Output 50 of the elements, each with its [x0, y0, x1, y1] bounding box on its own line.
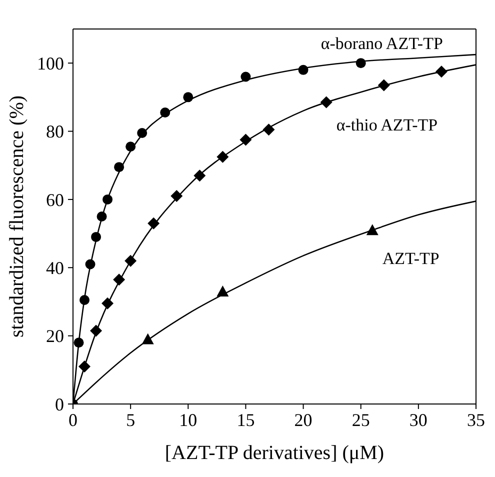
point: [170, 190, 183, 202]
point: [90, 324, 102, 337]
point: [126, 142, 136, 152]
point: [240, 72, 251, 82]
y-tick-label: 100: [37, 53, 64, 74]
series-label: AZT-TP: [382, 249, 440, 268]
y-tick-label: 20: [46, 326, 64, 346]
point: [137, 128, 148, 138]
x-tick-label: 5: [126, 410, 136, 430]
point: [216, 286, 229, 296]
point: [124, 254, 137, 267]
point: [435, 66, 448, 78]
point: [113, 274, 126, 286]
point: [216, 150, 229, 163]
series-label: α-thio AZT-TP: [336, 115, 438, 134]
x-tick-label: 15: [236, 410, 255, 430]
point: [74, 338, 84, 348]
point: [78, 360, 91, 372]
point: [91, 232, 102, 242]
point: [85, 259, 96, 270]
point: [194, 170, 206, 182]
x-axis-title: [AZT-TP derivatives] (μM): [164, 442, 384, 464]
x-tick-label: 30: [409, 410, 428, 430]
y-tick-label: 0: [55, 394, 64, 414]
point: [160, 108, 170, 118]
point: [142, 333, 154, 344]
y-tick-label: 60: [46, 190, 64, 210]
y-axis-title: standardized fluorescence (%): [6, 95, 28, 338]
point: [102, 194, 113, 204]
x-tick-label: 0: [68, 410, 78, 430]
x-tick-label: 35: [467, 410, 485, 430]
point: [262, 124, 275, 136]
point: [148, 217, 160, 230]
point: [96, 212, 107, 222]
point: [114, 162, 124, 172]
point: [356, 58, 366, 68]
x-tick-label: 20: [294, 410, 312, 430]
point: [366, 224, 378, 236]
series-label: α-borano AZT-TP: [320, 34, 443, 54]
point: [298, 64, 308, 75]
point: [80, 295, 90, 306]
point: [240, 134, 252, 146]
point: [378, 79, 390, 92]
y-tick-label: 80: [46, 122, 64, 142]
y-tick-label: 40: [46, 258, 64, 278]
point: [102, 297, 114, 310]
point: [320, 96, 332, 108]
x-tick-label: 10: [179, 410, 198, 430]
x-tick-label: 25: [352, 410, 370, 430]
point: [183, 92, 194, 102]
